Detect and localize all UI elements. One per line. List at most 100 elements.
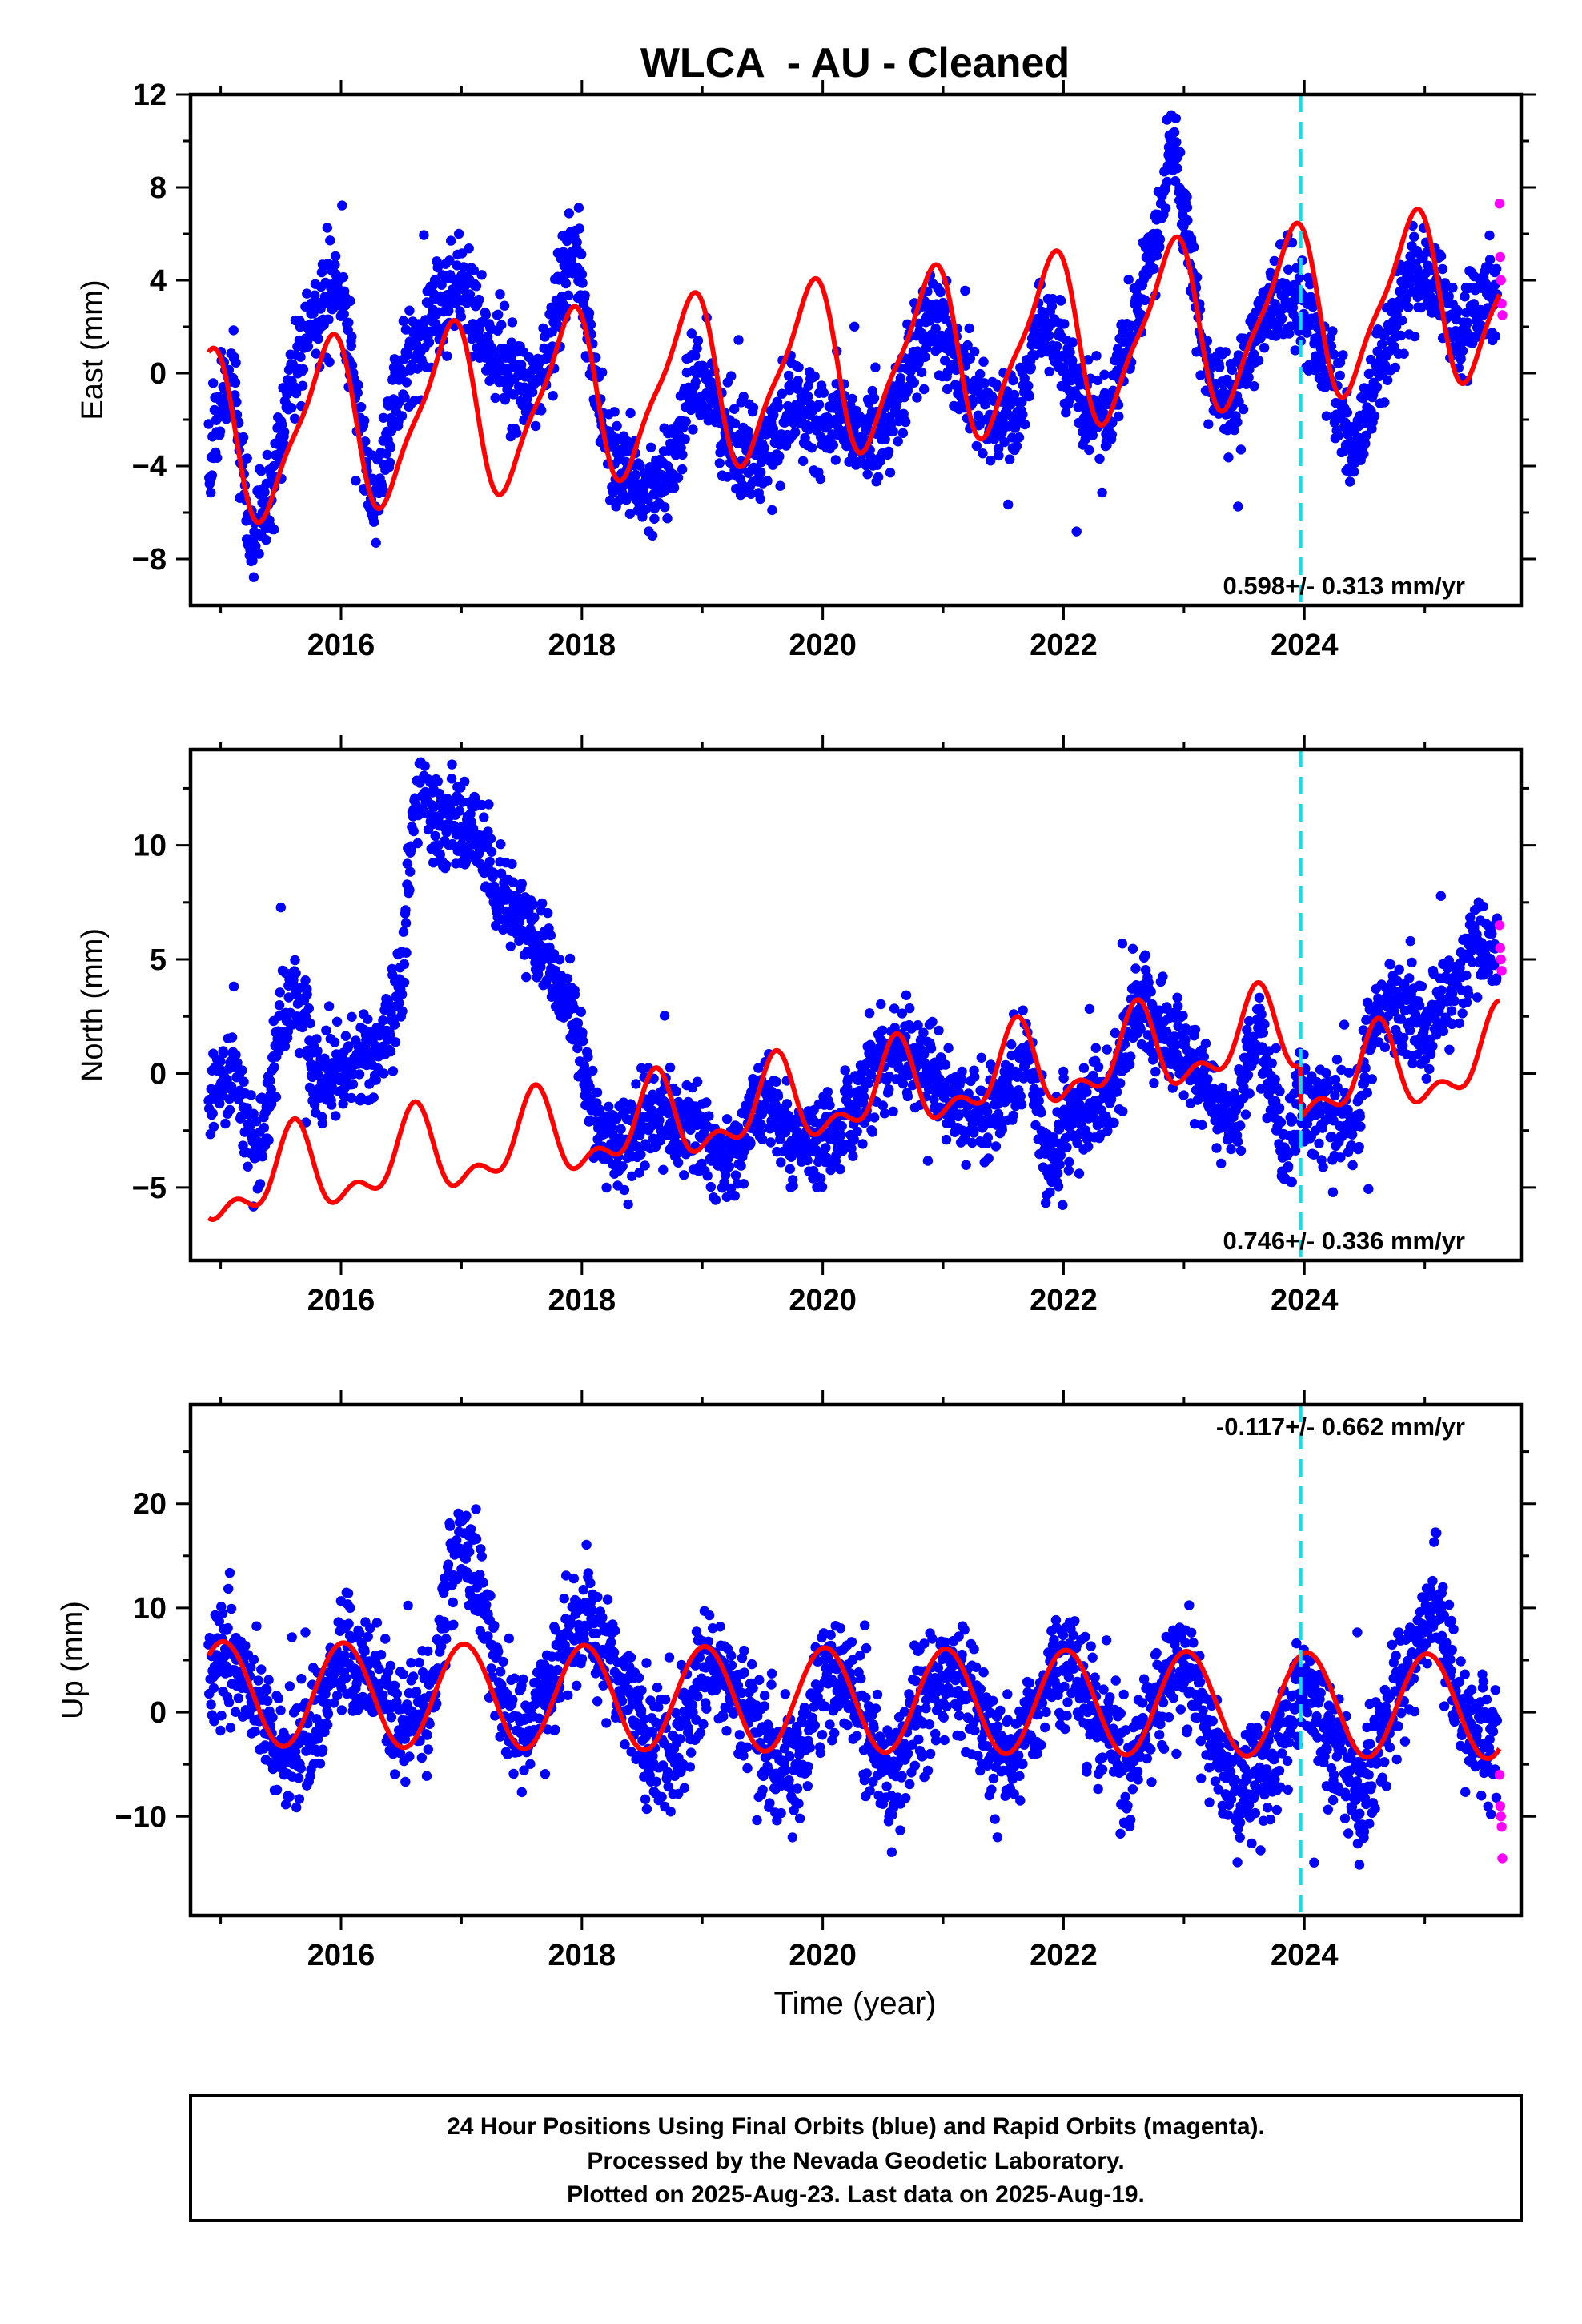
final-point (324, 356, 335, 368)
final-point (768, 424, 778, 434)
final-point (400, 918, 412, 928)
final-point (825, 1100, 835, 1111)
final-point (1321, 411, 1332, 421)
final-point (290, 413, 300, 424)
final-point (1409, 231, 1419, 242)
final-point (680, 434, 690, 444)
final-point (866, 453, 877, 464)
final-point (916, 367, 927, 377)
final-point (702, 1171, 713, 1181)
final-point (726, 371, 737, 381)
final-point (985, 456, 996, 466)
final-point (1327, 1187, 1339, 1197)
final-point (402, 858, 412, 869)
final-orbit-points (203, 110, 1503, 582)
final-point (1054, 1124, 1065, 1135)
final-point (1216, 1158, 1227, 1169)
final-point (508, 877, 519, 887)
final-point (1258, 1027, 1269, 1038)
final-point (322, 223, 332, 233)
final-point (545, 930, 556, 941)
final-point (1189, 1119, 1200, 1129)
final-point (536, 405, 547, 416)
final-point (269, 524, 279, 535)
final-point (1376, 339, 1387, 349)
final-point (1018, 1005, 1028, 1015)
final-point (485, 834, 496, 844)
final-point (562, 973, 572, 984)
final-point (1269, 255, 1280, 267)
final-point (919, 1049, 930, 1059)
final-point (967, 1137, 978, 1148)
final-point (480, 309, 491, 320)
final-point (352, 388, 363, 398)
final-point (442, 351, 452, 361)
final-point (404, 885, 415, 895)
rapid-point (1496, 275, 1506, 286)
final-point (446, 774, 457, 784)
final-point (793, 376, 803, 386)
final-point (1067, 337, 1078, 348)
final-point (893, 436, 903, 447)
final-point (1463, 317, 1473, 328)
final-point (1395, 330, 1407, 341)
final-point (243, 1161, 253, 1172)
final-point (576, 269, 588, 279)
final-point (464, 243, 474, 254)
final-point (1329, 349, 1339, 360)
final-point (1111, 1087, 1122, 1097)
final-point (671, 1086, 681, 1096)
final-point (1014, 432, 1025, 443)
final-point (852, 1126, 862, 1137)
final-point (1472, 332, 1482, 342)
final-point (498, 924, 508, 935)
rapid-orbit-points (1494, 199, 1508, 320)
y-tick-label: −8 (132, 543, 167, 577)
final-point (398, 316, 409, 326)
final-point (1088, 1070, 1098, 1081)
final-point (962, 340, 973, 351)
final-point (1305, 279, 1315, 290)
x-tick-label: 2022 (1030, 629, 1098, 662)
final-point (665, 1062, 676, 1073)
final-point (1234, 396, 1244, 407)
final-point (1232, 1136, 1243, 1147)
final-point (769, 410, 779, 420)
final-point (934, 1025, 944, 1036)
final-point (242, 1316, 251, 1325)
final-point (283, 992, 294, 1003)
final-point (658, 1164, 669, 1176)
final-point (862, 469, 873, 480)
final-point (588, 1065, 598, 1076)
final-point (279, 427, 290, 437)
final-point (1190, 1024, 1201, 1035)
final-point (1130, 963, 1141, 974)
final-point (275, 902, 286, 913)
final-point (265, 1076, 275, 1086)
x-tick-label: 2016 (307, 629, 375, 662)
final-point (781, 1099, 793, 1109)
final-point (1443, 291, 1454, 302)
final-point (1119, 1039, 1130, 1050)
final-point (1287, 1176, 1297, 1188)
final-point (864, 1008, 875, 1019)
final-point (404, 305, 415, 316)
final-point (208, 378, 219, 388)
final-point (516, 360, 527, 370)
final-point (1447, 283, 1458, 293)
final-point (374, 1031, 385, 1041)
final-point (755, 493, 765, 505)
final-point (1330, 1090, 1340, 1101)
final-point (625, 408, 636, 419)
final-point (1361, 430, 1371, 440)
final-point (1106, 429, 1118, 440)
final-point (980, 400, 990, 410)
final-point (889, 1003, 900, 1014)
final-point (774, 451, 785, 462)
final-point (837, 1121, 847, 1132)
final-point (969, 346, 980, 357)
final-point (1332, 1082, 1343, 1092)
final-point (1211, 1143, 1222, 1153)
